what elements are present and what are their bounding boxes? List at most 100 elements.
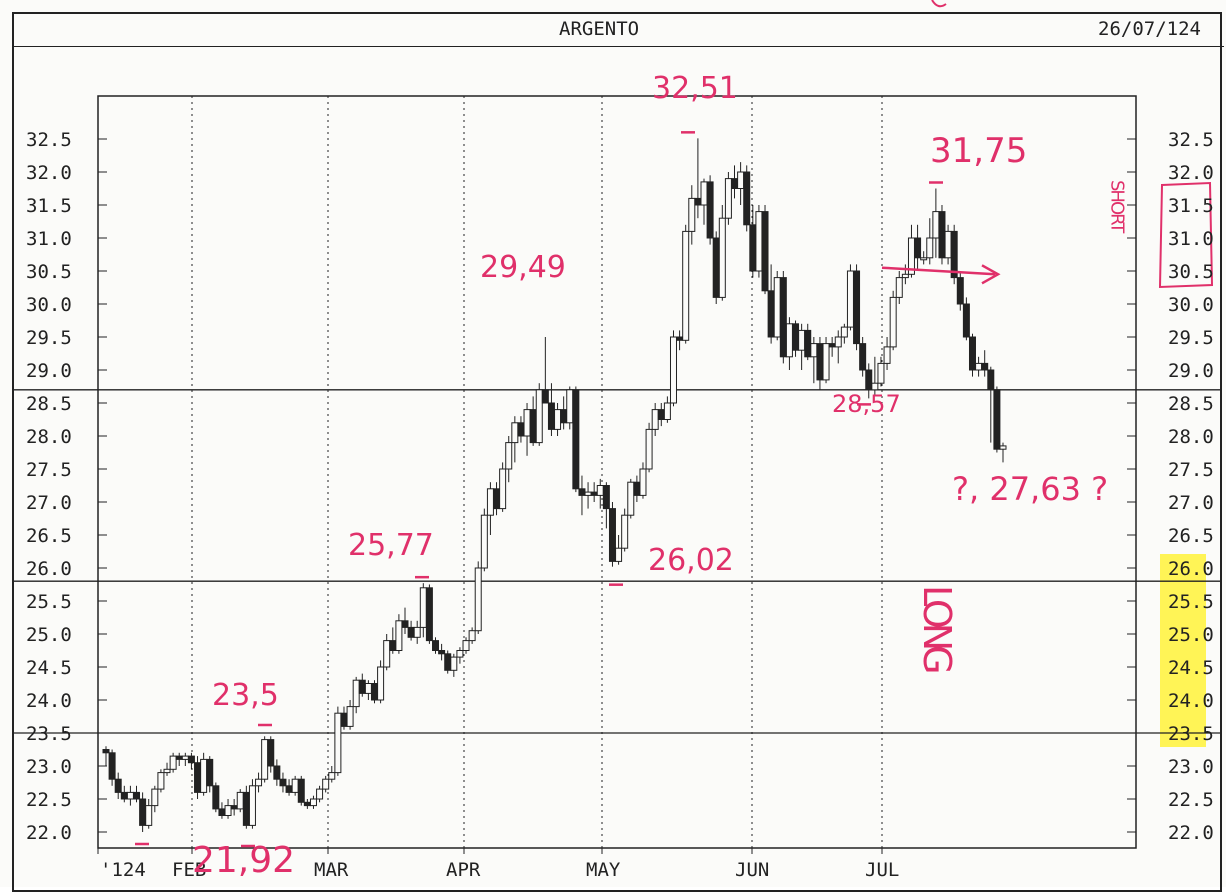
candle-body-up: [377, 666, 385, 701]
candle-body-down: [517, 422, 525, 437]
y-tick-label-left: 27.5: [26, 459, 72, 481]
y-tick-label-left: 25.0: [26, 624, 72, 646]
candle-body-down: [108, 752, 116, 780]
candle-body-up: [181, 755, 189, 760]
annotation-high-23-5: 23,5: [212, 678, 279, 713]
candle-body-up: [462, 640, 470, 651]
y-tick-label-right: 31.0: [1168, 228, 1214, 250]
y-tick-label-left: 26.5: [26, 525, 72, 547]
y-tick-label-right: 30.5: [1168, 261, 1214, 283]
candle-body-down: [370, 683, 378, 701]
annotation-high-32-51: 32,51: [652, 71, 738, 106]
y-tick-label-left: 23.5: [26, 723, 72, 745]
candle-body-down: [828, 343, 836, 348]
candle-body-up: [126, 791, 134, 800]
y-tick-label-left: 32.0: [26, 162, 72, 184]
candle-body-down: [731, 178, 739, 190]
candle-body-up: [352, 679, 360, 708]
y-tick-label-right: 32.5: [1168, 129, 1214, 151]
y-tick-label-right: 28.5: [1168, 393, 1214, 415]
candle-body-up: [822, 343, 830, 381]
y-tick-label-right: 23.0: [1168, 756, 1214, 778]
candle-body-up: [364, 683, 372, 694]
candle-body-up: [151, 788, 159, 807]
candle-body-up: [163, 768, 171, 774]
y-tick-label-left: 24.5: [26, 657, 72, 679]
candle-body-down: [120, 791, 128, 800]
axis-highlight-long-zone: [1160, 554, 1206, 747]
candle-body-up: [846, 270, 854, 328]
candle-body-down: [767, 290, 775, 338]
candle-body-down: [230, 805, 238, 810]
y-tick-label-right: 26.0: [1168, 558, 1214, 580]
candle-body-up: [511, 422, 519, 444]
y-tick-label-left: 31.5: [26, 195, 72, 217]
candle-body-up: [383, 640, 391, 668]
candle-body-up: [700, 181, 708, 206]
y-tick-label-left: 29.0: [26, 360, 72, 382]
candle-body-up: [328, 772, 336, 780]
candle-body-down: [560, 409, 568, 424]
candle-body-down: [950, 230, 958, 279]
candle-body-up: [523, 409, 531, 437]
candle-body-down: [303, 801, 311, 807]
candle-body-up: [554, 409, 562, 430]
y-tick-label-left: 32.5: [26, 129, 72, 151]
candle-body-up: [883, 346, 891, 364]
candle-body-down: [865, 369, 873, 391]
candle-body-down: [425, 587, 433, 642]
candle-body-down: [541, 389, 549, 404]
candle-body-up: [877, 362, 885, 384]
title-rule: [12, 46, 1224, 47]
y-tick-label-right: 27.0: [1168, 492, 1214, 514]
candle-body-down: [962, 303, 970, 338]
candle-body-up: [669, 336, 677, 404]
candle-body-down: [761, 211, 769, 292]
y-tick-label-left: 22.5: [26, 789, 72, 811]
candle-body-down: [242, 791, 250, 826]
candle-body-up: [334, 712, 342, 774]
candle-body-down: [993, 389, 1001, 450]
candle-body-up: [645, 428, 653, 470]
y-tick-label-right: 31.5: [1168, 195, 1214, 217]
y-tick-label-left: 30.5: [26, 261, 72, 283]
y-tick-label-right: 25.5: [1168, 591, 1214, 613]
candle-body-down: [175, 755, 183, 760]
y-tick-label-left: 23.0: [26, 756, 72, 778]
candle-body-up: [236, 791, 244, 810]
y-tick-label-right: 28.0: [1168, 426, 1214, 448]
y-tick-label-left: 31.0: [26, 228, 72, 250]
y-tick-label-right: 27.5: [1168, 459, 1214, 481]
candle-body-up: [248, 785, 256, 826]
short-entry-arrow-line: [881, 266, 996, 276]
candle-body-down: [743, 171, 751, 226]
chart-date: 26/07/124: [1098, 18, 1201, 40]
candle-body-up: [663, 402, 671, 420]
candle-body-down: [438, 650, 446, 655]
candle-body-up: [926, 237, 934, 259]
candle-body-up: [773, 277, 781, 338]
candle-body-down: [389, 640, 397, 651]
y-tick-label-left: 27.0: [26, 492, 72, 514]
y-tick-label-left: 29.5: [26, 327, 72, 349]
candle-body-down: [590, 491, 598, 496]
candle-body-up: [688, 197, 696, 232]
candle-body-down: [749, 224, 757, 272]
y-tick-label-right: 23.5: [1168, 723, 1214, 745]
candle-body-up: [450, 656, 458, 671]
candle-body-down: [968, 336, 976, 371]
annotation-high-31-75: 31,75: [930, 131, 1027, 171]
candle-body-up: [480, 514, 488, 569]
candle-body-down: [859, 343, 867, 371]
candle-body-up: [920, 257, 928, 261]
candle-body-down: [102, 749, 110, 754]
candle-body-up: [499, 468, 507, 510]
candle-body-up: [309, 798, 317, 807]
y-tick-label-left: 28.5: [26, 393, 72, 415]
x-tick-label: FEB: [172, 859, 206, 881]
candle-body-up: [535, 389, 543, 444]
candle-body-down: [676, 336, 684, 341]
candle-body-up: [755, 211, 763, 272]
y-tick-label-right: 30.0: [1168, 294, 1214, 316]
